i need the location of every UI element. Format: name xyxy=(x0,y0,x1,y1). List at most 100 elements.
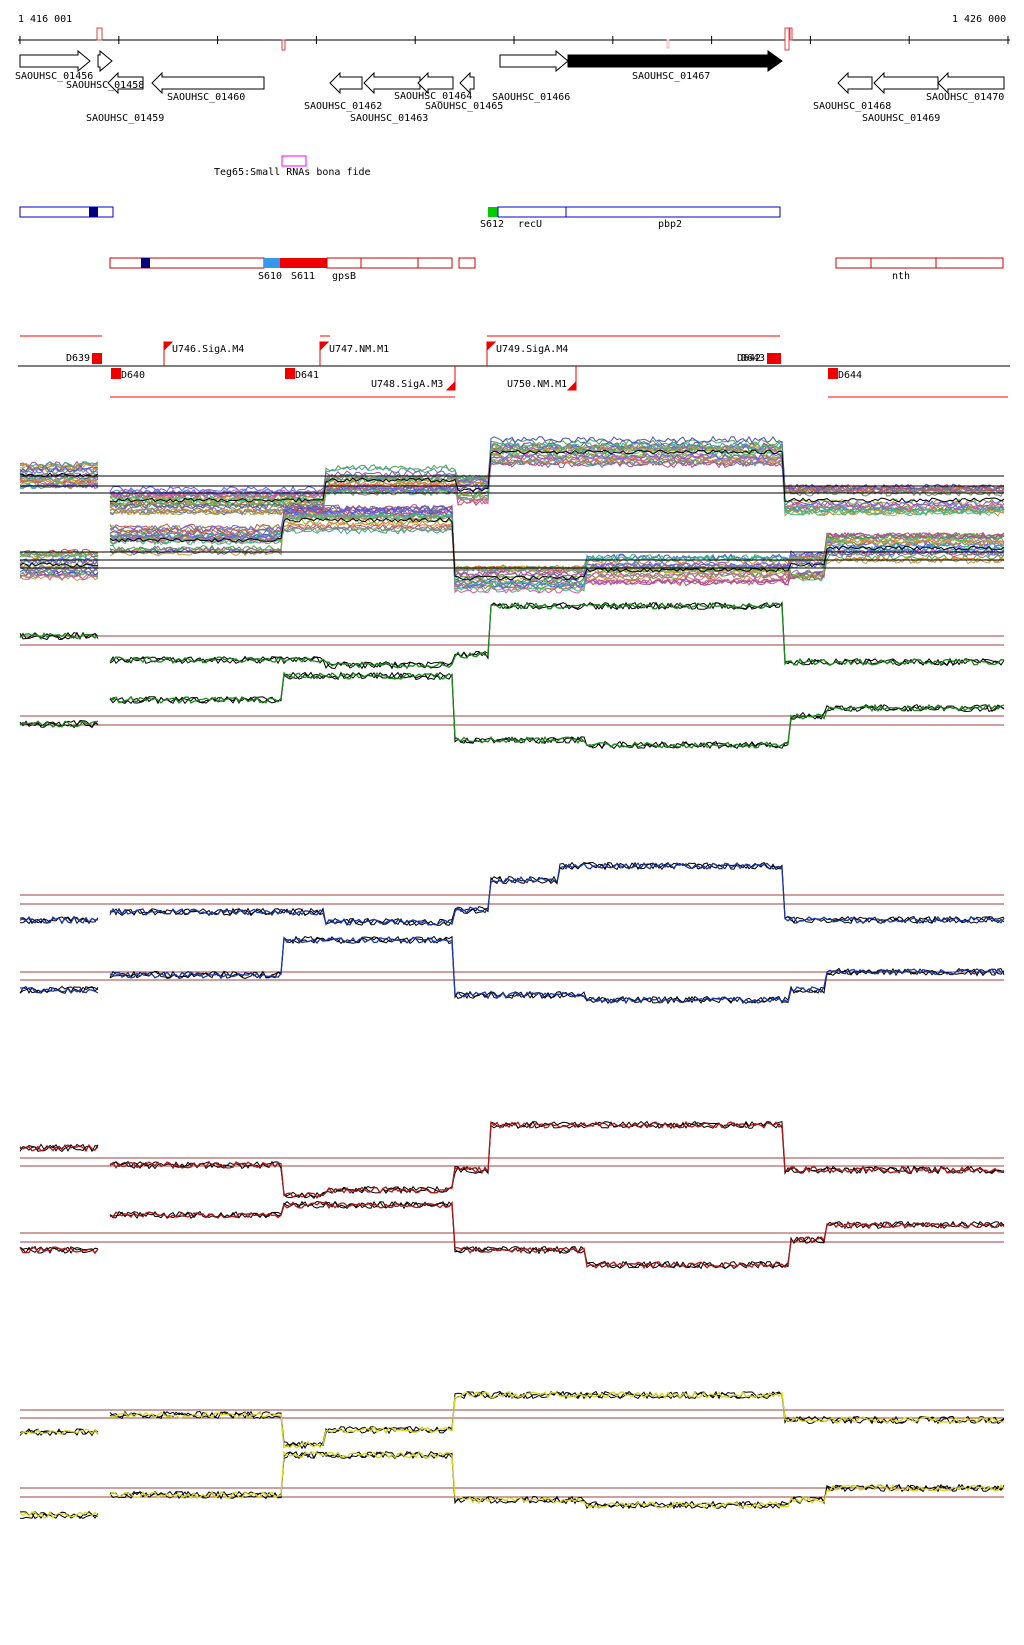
ruler-end-label: 1 426 000 xyxy=(952,14,1006,25)
minus-segment[interactable] xyxy=(109,257,265,269)
minus-segment[interactable] xyxy=(935,257,1004,269)
gene-label-1465: SAOUHSC_01465 xyxy=(425,101,503,112)
segment-label-s610: S610 xyxy=(258,271,282,282)
minus-segment-mark xyxy=(141,258,150,268)
promoter-track: D639 D640 D641 D642 D643 D644 U746.SigA.… xyxy=(18,335,1010,398)
gene-arrow-1469[interactable] xyxy=(873,71,939,95)
minus-segmentation-track: S610 S611 gpsB nth xyxy=(109,257,1004,282)
gene-arrow-1464[interactable] xyxy=(417,71,454,95)
gene-arrow-1462[interactable] xyxy=(329,71,363,95)
segment-label-nth: nth xyxy=(892,271,910,282)
plus-segment-s612[interactable] xyxy=(488,207,498,217)
expression-track-blue xyxy=(19,861,1005,1005)
minus-segment[interactable] xyxy=(458,257,476,269)
expression-line-bottom xyxy=(19,671,1005,750)
expression-track-red xyxy=(19,1120,1005,1270)
ruler-marker xyxy=(784,27,790,51)
label-u749: U749.SigA.M4 xyxy=(496,344,568,355)
gene-label-1469: SAOUHSC_01469 xyxy=(862,113,940,124)
segment-label-s611: S611 xyxy=(291,271,315,282)
gene-arrow-1470[interactable] xyxy=(937,71,1005,95)
expression-line-top xyxy=(19,1390,1005,1450)
minus-segment-s611[interactable] xyxy=(280,258,327,268)
gene-arrow-1468[interactable] xyxy=(837,71,873,95)
expression-line-bottom xyxy=(19,1200,1005,1270)
expression-line-multi-bottom xyxy=(19,517,1005,581)
expression-line-top xyxy=(19,601,1005,670)
gene-arrow-1463[interactable] xyxy=(363,71,421,95)
promoter-u747[interactable] xyxy=(319,341,330,366)
gene-label-1462: SAOUHSC_01462 xyxy=(304,101,382,112)
gene-arrow-1456[interactable] xyxy=(19,49,91,73)
gene-label-1466: SAOUHSC_01466 xyxy=(492,92,570,103)
label-d642: D642 xyxy=(737,353,761,364)
segment-label-gpsb: gpsB xyxy=(332,271,356,282)
gene-label-1464: SAOUHSC_01464 xyxy=(394,91,472,102)
label-u746: U746.SigA.M4 xyxy=(172,344,244,355)
gene-arrow-1465[interactable] xyxy=(459,71,475,95)
minus-segment-nth[interactable] xyxy=(870,257,937,269)
label-u748: U748.SigA.M3 xyxy=(371,379,443,390)
label-d639: D639 xyxy=(66,353,90,364)
ruler-marker xyxy=(666,39,670,49)
promoter-u748[interactable] xyxy=(445,366,456,391)
expression-line-multi-top xyxy=(19,435,1005,510)
plus-segment-mark xyxy=(89,207,98,217)
expression-line-bottom xyxy=(19,671,1005,749)
plus-segment-recu[interactable] xyxy=(497,206,567,218)
minus-segment[interactable] xyxy=(360,257,419,269)
gene-arrow-1458b[interactable] xyxy=(97,49,113,73)
ruler-marker xyxy=(281,39,286,51)
label-u750: U750.NM.M1 xyxy=(507,379,567,390)
minus-segment-s610[interactable] xyxy=(264,258,280,268)
gene-arrow-1458[interactable] xyxy=(107,71,144,95)
srna-feature[interactable] xyxy=(281,155,307,167)
expression-line-multi-bottom xyxy=(19,511,1005,588)
expression-line-top xyxy=(19,862,1005,927)
terminator-d640[interactable] xyxy=(111,368,121,379)
gene-arrow-1466[interactable] xyxy=(499,49,569,73)
ruler-start-label: 1 416 001 xyxy=(18,14,72,25)
expression-line-top xyxy=(19,1120,1005,1200)
expression-line-bottom xyxy=(19,1450,1005,1520)
terminator-d641[interactable] xyxy=(285,368,295,379)
terminator-d643[interactable] xyxy=(767,353,781,364)
ruler-marker xyxy=(789,27,793,41)
minus-segment[interactable] xyxy=(417,257,453,269)
expression-line-multi-top xyxy=(19,446,1005,512)
label-d643: D643 xyxy=(741,353,765,364)
minus-segment-gpsb[interactable] xyxy=(326,257,362,269)
expression-line-top xyxy=(19,861,1005,927)
gene-label-1468: SAOUHSC_01468 xyxy=(813,101,891,112)
promoter-u750[interactable] xyxy=(566,366,577,391)
promoter-u749[interactable] xyxy=(486,341,497,366)
terminator-d644[interactable] xyxy=(828,368,838,379)
expression-line-top xyxy=(19,1120,1005,1199)
expression-line-bottom xyxy=(19,1450,1005,1519)
plus-segment[interactable] xyxy=(19,206,114,218)
gene-label-1460: SAOUHSC_01460 xyxy=(167,92,245,103)
label-u747: U747.NM.M1 xyxy=(329,344,389,355)
expression-line-bottom xyxy=(19,1200,1005,1270)
gene-arrow-1467[interactable] xyxy=(567,50,783,72)
gene-label-1458: SAOUHSC_01458 xyxy=(66,80,144,91)
terminator-d639[interactable] xyxy=(92,353,102,364)
srna-track: Teg65:Small RNAs bona fide xyxy=(214,155,371,178)
minus-segment[interactable] xyxy=(835,257,872,269)
expression-line-multi-top xyxy=(19,442,1005,517)
gene-arrow-1460[interactable] xyxy=(151,71,265,95)
gene-label-1463: SAOUHSC_01463 xyxy=(350,113,428,124)
expression-line-top xyxy=(19,1390,1005,1449)
expression-track-multi-condition xyxy=(19,435,1005,594)
label-d640: D640 xyxy=(121,370,145,381)
expression-line-bottom xyxy=(19,1201,1005,1270)
expression-line-top xyxy=(19,602,1005,669)
gene-track: SAOUHSC_01456 SAOUHSC_01458 SAOUHSC_0145… xyxy=(15,49,1005,124)
promoter-u746[interactable] xyxy=(163,341,174,366)
coordinate-ruler: 1 416 001 1 426 000 xyxy=(18,14,1010,51)
expression-line-bottom xyxy=(19,1450,1005,1520)
plus-segment-pbp2[interactable] xyxy=(565,206,781,218)
gene-label-1456: SAOUHSC_01456 xyxy=(15,71,93,82)
